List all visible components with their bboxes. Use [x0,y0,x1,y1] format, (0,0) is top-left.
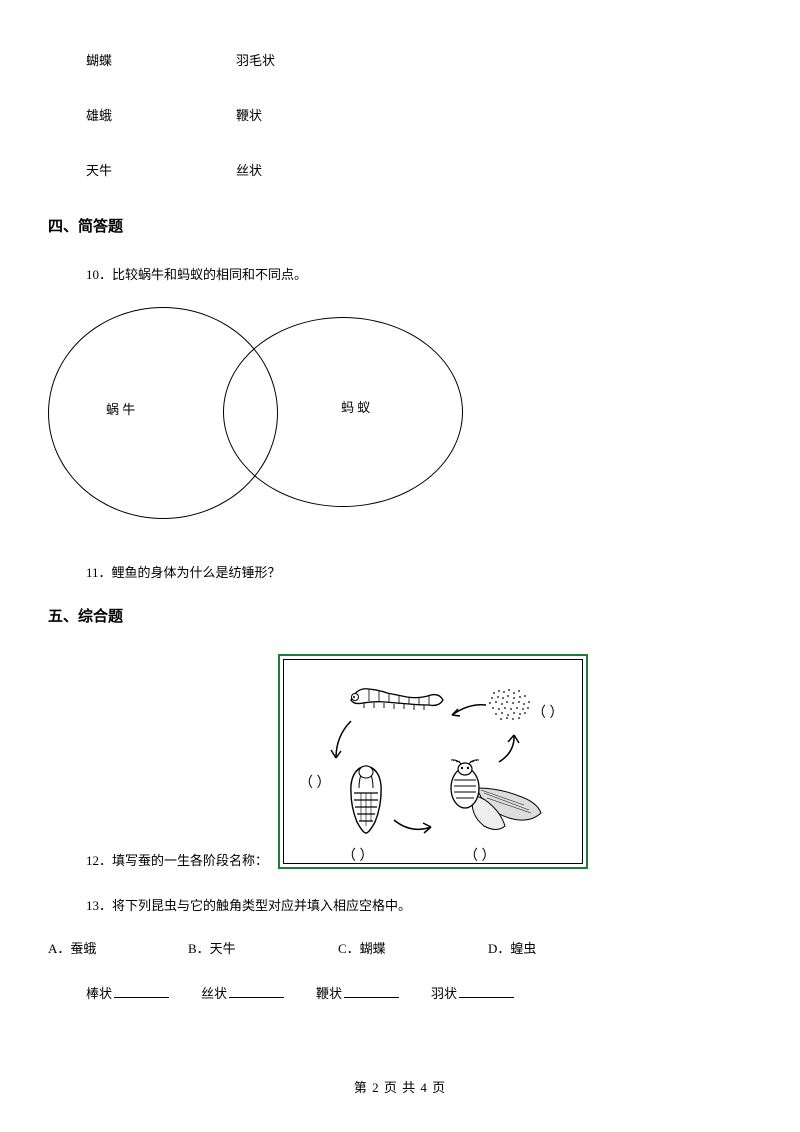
lifecycle-paren-3: （ ） [342,845,374,865]
fill-item-3: 鞭状 [316,983,431,1002]
option-label: C． [338,941,360,956]
fill-label: 棒状 [86,983,112,1002]
lifecycle-arrow-moth-to-eggs [489,730,529,770]
fill-item-2: 丝状 [201,983,316,1002]
section-5-heading: 五、综合题 [48,605,752,626]
fill-row: 棒状 丝状 鞭状 羽状 [48,983,752,1002]
fill-blank[interactable] [114,984,169,998]
lifecycle-arrow-larva-to-eggs [444,700,494,725]
matching-right: 丝状 [236,160,262,179]
fill-item-4: 羽状 [431,983,514,1002]
option-label: A． [48,941,70,956]
fill-label: 鞭状 [316,983,342,1002]
option-text: 蝴蝶 [360,941,386,956]
option-label: B． [188,941,210,956]
option-a: A．蚕蛾 [48,938,188,957]
lifecycle-paren-1: （ ） [532,702,564,722]
lifecycle-diagram-frame: （ ） （ ） （ ） （ ） [278,654,588,869]
option-text: 天牛 [210,941,236,956]
option-label: D． [488,941,510,956]
venn-label-right: 蚂 蚁 [341,397,370,416]
matching-left: 蝴蝶 [86,50,236,69]
matching-left: 雄蛾 [86,105,236,124]
fill-item-1: 棒状 [86,983,201,1002]
option-c: C．蝴蝶 [338,938,488,957]
lifecycle-larva-icon [339,675,449,715]
lifecycle-diagram-inner: （ ） （ ） （ ） （ ） [283,659,583,864]
fill-blank[interactable] [459,984,514,998]
lifecycle-arrow-pupa-to-moth [389,812,439,842]
matching-right: 羽毛状 [236,50,275,69]
fill-label: 丝状 [201,983,227,1002]
matching-row-2: 雄蛾 鞭状 [48,105,752,124]
fill-blank[interactable] [344,984,399,998]
question-11: 11．鲤鱼的身体为什么是纺锤形？ [48,562,752,581]
lifecycle-moth-icon [429,758,549,843]
section-4-heading: 四、简答题 [48,215,752,236]
question-12-prefix: 12．填写蚕的一生各阶段名称： [86,850,268,869]
options-row: A．蚕蛾 B．天牛 C．蝴蝶 D．蝗虫 [48,938,752,957]
option-text: 蝗虫 [510,941,536,956]
matching-left: 天牛 [86,160,236,179]
fill-blank[interactable] [229,984,284,998]
venn-label-left: 蜗 牛 [106,399,135,418]
venn-diagram: 蜗 牛 蚂 蚁 [48,307,548,532]
matching-right: 鞭状 [236,105,262,124]
lifecycle-pupa-icon [339,760,394,840]
matching-row-1: 蝴蝶 羽毛状 [48,50,752,69]
page-footer: 第 2 页 共 4 页 [0,1077,800,1096]
question-13: 13．将下列昆虫与它的触角类型对应并填入相应空格中。 [48,895,752,914]
question-10: 10．比较蜗牛和蚂蚁的相同和不同点。 [48,264,752,283]
lifecycle-paren-4: （ ） [464,845,496,865]
option-b: B．天牛 [188,938,338,957]
matching-row-3: 天牛 丝状 [48,160,752,179]
fill-label: 羽状 [431,983,457,1002]
option-d: D．蝗虫 [488,938,536,957]
lifecycle-paren-2: （ ） [299,772,331,792]
option-text: 蚕蛾 [70,941,96,956]
lifecycle-arrow-larva-to-pupa [326,716,366,766]
question-12-row: 12．填写蚕的一生各阶段名称： [48,654,752,869]
